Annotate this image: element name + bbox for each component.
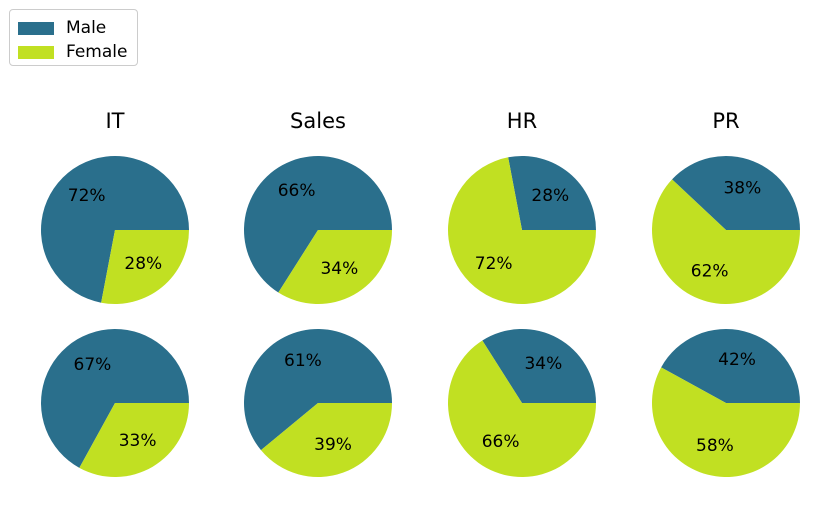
pie-slice-pr-r1-male [672, 156, 800, 230]
pie-slice-sales-r1-male [243, 156, 392, 293]
pie-slice-pr-r1-female [652, 179, 800, 304]
legend-swatch-female [18, 45, 54, 59]
pie-title-sales: Sales [290, 109, 346, 133]
pie-label-sales-r2-female: 39% [314, 435, 352, 455]
pie-slice-it-r2-male [40, 328, 189, 468]
pie-slice-it-r2-female [79, 403, 189, 477]
pie-title-pr: PR [712, 109, 739, 133]
pie-label-it-r2-male: 67% [74, 355, 112, 375]
pie-slice-pr-r2-male [661, 329, 800, 403]
pie-label-it-r1-female: 28% [124, 254, 162, 274]
legend-item-female: Female [18, 42, 127, 62]
legend-swatch-male [18, 21, 54, 35]
chart-legend: Male Female [9, 9, 138, 66]
pie-label-hr-r2-male: 34% [524, 354, 562, 374]
pie-label-hr-r1-female: 72% [475, 254, 513, 274]
pie-label-hr-r1-male: 28% [531, 186, 569, 206]
pie-label-pr-r2-male: 42% [718, 350, 756, 370]
legend-label-male: Male [66, 18, 107, 38]
pie-slice-hr-r1-male [508, 156, 596, 230]
pie-label-pr-r1-male: 38% [723, 179, 761, 199]
pie-label-pr-r1-female: 62% [691, 261, 729, 281]
pie-label-hr-r2-female: 66% [482, 432, 520, 452]
pie-label-sales-r2-male: 61% [284, 351, 322, 371]
pie-label-it-r2-female: 33% [119, 431, 157, 451]
pie-label-sales-r1-male: 66% [278, 181, 316, 201]
pie-slice-pr-r2-female [652, 367, 800, 478]
legend-label-female: Female [66, 42, 128, 62]
pie-slice-it-r1-male [40, 155, 189, 303]
pie-slice-sales-r2-female [260, 403, 392, 477]
pie-slice-sales-r2-male [244, 329, 392, 451]
pie-label-pr-r2-female: 58% [696, 436, 734, 456]
pie-slice-hr-r2-male [482, 329, 596, 403]
pie-label-it-r1-male: 72% [68, 186, 106, 206]
pie-slice-it-r1-female [101, 230, 189, 305]
pie-title-hr: HR [507, 109, 537, 133]
pie-slice-sales-r1-female [278, 230, 392, 304]
legend-item-male: Male [18, 18, 106, 38]
pie-title-it: IT [105, 109, 124, 133]
pie-slice-hr-r2-female [448, 340, 596, 478]
pie-label-sales-r1-female: 34% [320, 259, 358, 279]
pie-slice-hr-r1-female [448, 157, 596, 304]
